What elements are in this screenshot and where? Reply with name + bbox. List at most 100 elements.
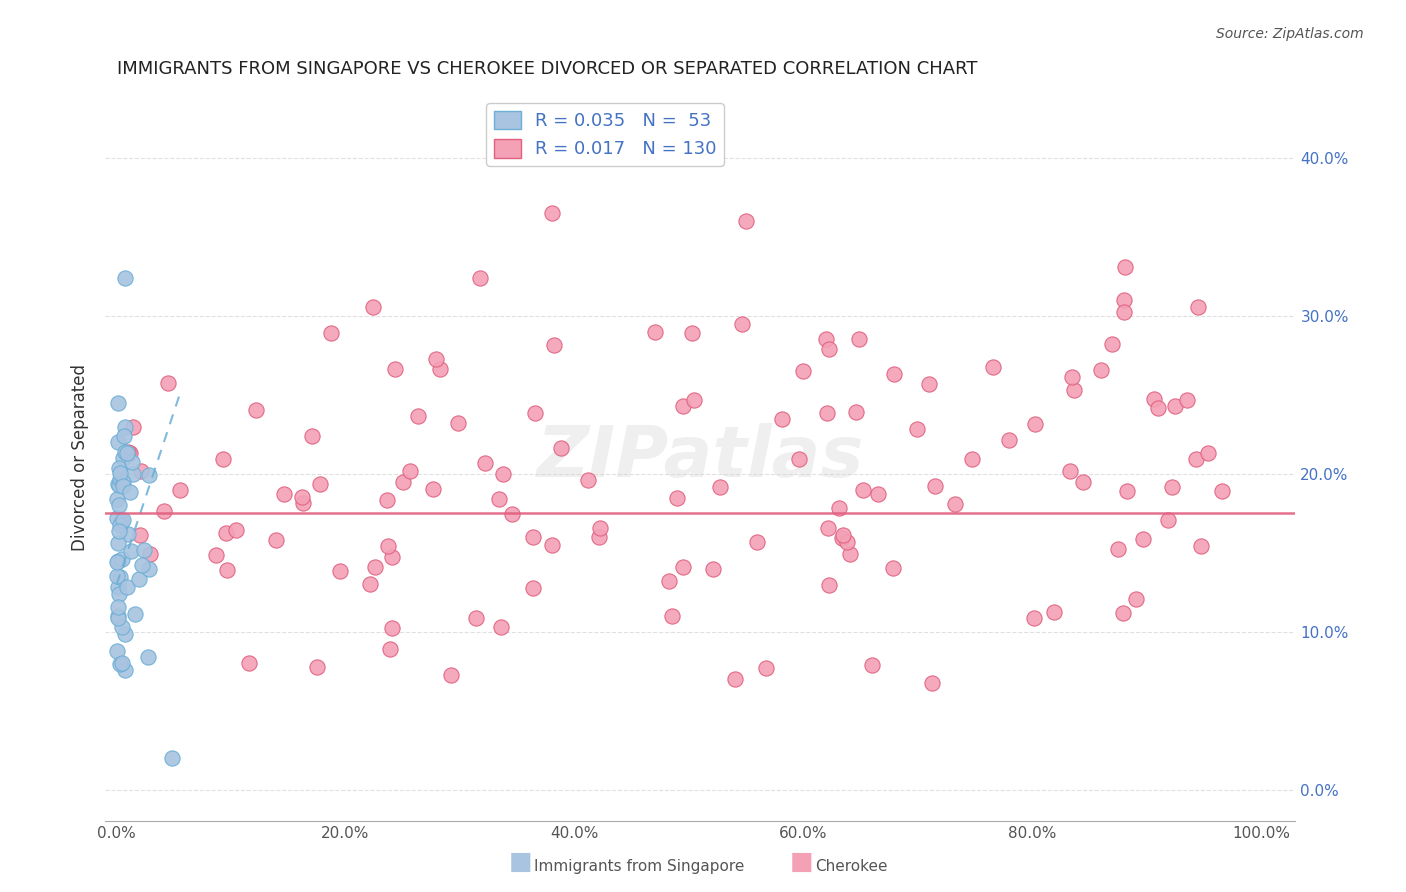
Point: [672, 560, 695, 574]
Point: [120, 446, 142, 460]
Point: [657, 574, 679, 589]
Point: [107, 610, 129, 624]
Point: [1071, 475, 1094, 489]
Point: [384, 362, 406, 376]
Point: [644, 325, 666, 339]
Text: Immigrants from Singapore: Immigrants from Singapore: [534, 859, 745, 874]
Point: [818, 342, 841, 356]
Point: [541, 538, 564, 552]
Point: [107, 581, 129, 595]
Point: [111, 620, 134, 634]
Point: [225, 523, 247, 537]
Point: [845, 405, 868, 419]
Point: [115, 446, 138, 460]
Point: [111, 479, 134, 493]
Point: [108, 498, 131, 512]
Point: [550, 441, 572, 455]
Point: [136, 650, 159, 665]
Point: [128, 572, 150, 586]
Point: [377, 539, 399, 553]
Point: [1116, 484, 1139, 499]
Point: [883, 367, 905, 381]
Point: [709, 480, 731, 494]
Point: [682, 393, 704, 408]
Point: [329, 565, 352, 579]
Point: [745, 535, 768, 549]
Point: [107, 608, 129, 623]
Point: [981, 360, 1004, 375]
Point: [112, 513, 135, 527]
Point: [107, 554, 129, 568]
Point: [132, 542, 155, 557]
Point: [107, 461, 129, 475]
Point: [1114, 260, 1136, 274]
Point: [378, 642, 401, 657]
Point: [392, 475, 415, 490]
Point: [1112, 305, 1135, 319]
Point: [169, 483, 191, 497]
Point: [817, 578, 839, 592]
Point: [114, 627, 136, 641]
Point: [501, 507, 523, 521]
Point: [1211, 484, 1233, 499]
Point: [212, 451, 235, 466]
Point: [107, 587, 129, 601]
Point: [543, 338, 565, 352]
Point: [1063, 383, 1085, 397]
Point: [273, 486, 295, 500]
Point: [215, 563, 238, 577]
Point: [107, 476, 129, 491]
Point: [1062, 369, 1084, 384]
Point: [291, 496, 314, 510]
Point: [105, 569, 128, 583]
Point: [1132, 532, 1154, 546]
Point: [1175, 392, 1198, 407]
Point: [860, 658, 883, 673]
Point: [429, 362, 451, 376]
Point: [131, 558, 153, 573]
Point: [817, 521, 839, 535]
Point: [112, 450, 135, 465]
Point: [319, 326, 342, 341]
Point: [138, 562, 160, 576]
Point: [488, 492, 510, 507]
Point: [105, 644, 128, 658]
Point: [124, 607, 146, 622]
Point: [105, 511, 128, 525]
Point: [489, 620, 512, 634]
Text: ■: ■: [790, 850, 813, 874]
Point: [588, 530, 610, 544]
Point: [905, 422, 928, 436]
Point: [117, 527, 139, 541]
Point: [122, 467, 145, 482]
Text: Cherokee: Cherokee: [815, 859, 889, 874]
Point: [215, 526, 238, 541]
Point: [108, 517, 131, 532]
Point: [447, 416, 470, 430]
Point: [661, 609, 683, 624]
Point: [107, 435, 129, 450]
Point: [787, 451, 810, 466]
Point: [735, 214, 758, 228]
Point: [672, 399, 695, 413]
Point: [1112, 606, 1135, 620]
Point: [831, 528, 853, 542]
Point: [831, 532, 853, 546]
Text: ZIPatlas: ZIPatlas: [537, 424, 865, 492]
Point: [138, 467, 160, 482]
Point: [868, 487, 890, 501]
Point: [943, 497, 966, 511]
Point: [770, 412, 793, 426]
Point: [1163, 399, 1185, 413]
Point: [105, 555, 128, 569]
Point: [245, 402, 267, 417]
Point: [114, 271, 136, 285]
Point: [1189, 539, 1212, 553]
Point: [107, 536, 129, 550]
Point: [381, 621, 404, 635]
Point: [815, 333, 838, 347]
Point: [111, 656, 134, 670]
Point: [105, 491, 128, 506]
Point: [120, 484, 142, 499]
Point: [540, 206, 562, 220]
